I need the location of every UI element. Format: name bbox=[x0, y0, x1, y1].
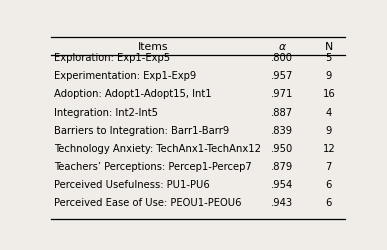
Text: α: α bbox=[279, 42, 286, 52]
Text: Items: Items bbox=[138, 42, 169, 52]
Text: 4: 4 bbox=[326, 107, 332, 117]
Text: .879: .879 bbox=[271, 162, 293, 172]
Text: 5: 5 bbox=[325, 53, 332, 63]
Text: Teachers’ Perceptions: Percep1-Percep7: Teachers’ Perceptions: Percep1-Percep7 bbox=[54, 162, 252, 172]
Text: Perceived Ease of Use: PEOU1-PEOU6: Perceived Ease of Use: PEOU1-PEOU6 bbox=[54, 198, 242, 208]
Text: Technology Anxiety: TechAnx1-TechAnx12: Technology Anxiety: TechAnx1-TechAnx12 bbox=[54, 144, 261, 153]
Text: 9: 9 bbox=[325, 125, 332, 135]
Text: 6: 6 bbox=[325, 180, 332, 190]
Text: Adoption: Adopt1-Adopt15, Int1: Adoption: Adopt1-Adopt15, Int1 bbox=[54, 89, 212, 99]
Text: Integration: Int2-Int5: Integration: Int2-Int5 bbox=[54, 107, 158, 117]
Text: .954: .954 bbox=[271, 180, 293, 190]
Text: .971: .971 bbox=[271, 89, 293, 99]
Text: .943: .943 bbox=[271, 198, 293, 208]
Text: Perceived Usefulness: PU1-PU6: Perceived Usefulness: PU1-PU6 bbox=[54, 180, 210, 190]
Text: .800: .800 bbox=[271, 53, 293, 63]
Text: 6: 6 bbox=[325, 198, 332, 208]
Text: N: N bbox=[325, 42, 333, 52]
Text: 7: 7 bbox=[325, 162, 332, 172]
Text: .957: .957 bbox=[271, 71, 293, 81]
Text: 9: 9 bbox=[325, 71, 332, 81]
Text: 12: 12 bbox=[322, 144, 335, 153]
Text: Experimentation: Exp1-Exp9: Experimentation: Exp1-Exp9 bbox=[54, 71, 197, 81]
Text: .839: .839 bbox=[271, 125, 293, 135]
Text: Exploration: Exp1-Exp5: Exploration: Exp1-Exp5 bbox=[54, 53, 171, 63]
Text: Barriers to Integration: Barr1-Barr9: Barriers to Integration: Barr1-Barr9 bbox=[54, 125, 229, 135]
Text: 16: 16 bbox=[322, 89, 335, 99]
Text: .887: .887 bbox=[271, 107, 293, 117]
Text: .950: .950 bbox=[271, 144, 293, 153]
